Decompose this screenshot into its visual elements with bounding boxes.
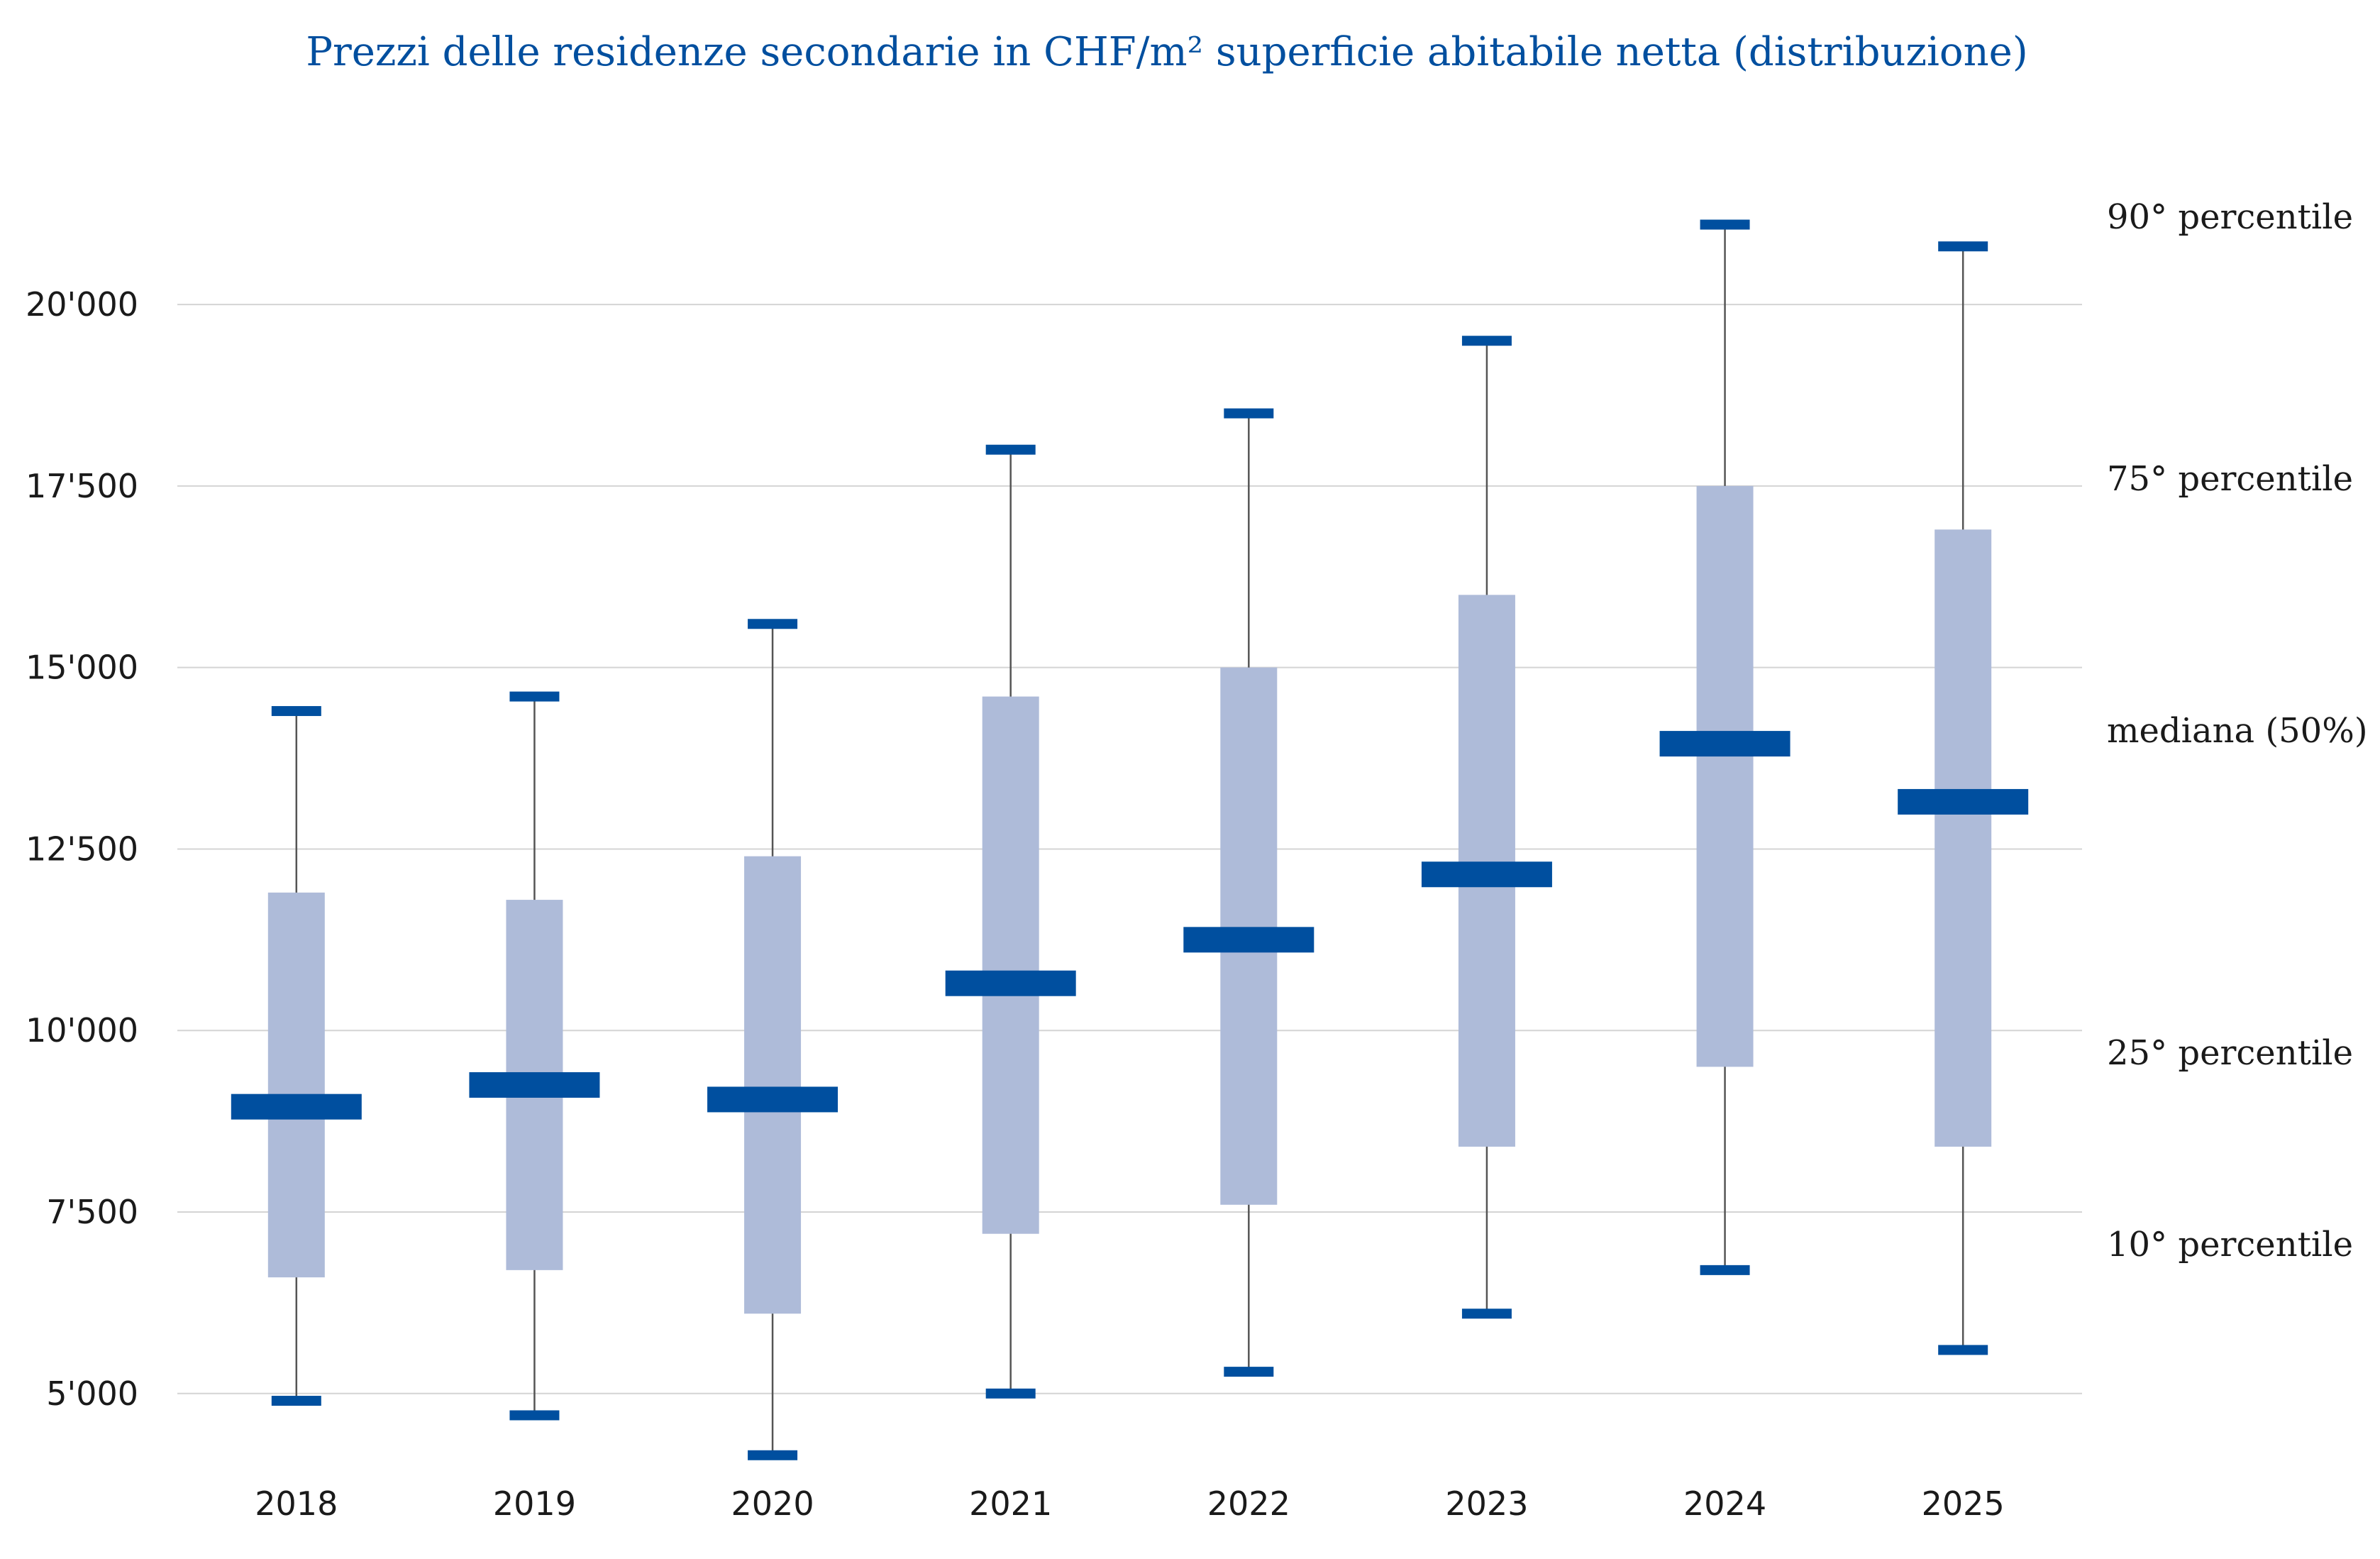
box-group (1421, 336, 1552, 1319)
y-tick-label: 10'000 (26, 1011, 138, 1050)
p90-cap (748, 619, 798, 629)
y-tick-label: 12'500 (26, 830, 138, 868)
median-bar (945, 970, 1076, 996)
p90-cap (509, 691, 560, 702)
y-tick-label: 17'500 (26, 467, 138, 505)
iqr-box (982, 696, 1039, 1234)
p10-cap (1461, 1309, 1512, 1319)
box-group (707, 619, 838, 1460)
median-bar (1659, 731, 1790, 757)
x-axis-ticks: 2018 2019 2020 2021 2022 2023 2024 2025 (255, 1484, 2004, 1523)
iqr-box (1935, 529, 1992, 1147)
box-group (231, 706, 362, 1406)
percentile-legend: 90° percentile 75° percentile mediana (5… (2107, 197, 2368, 1265)
median-bar (231, 1093, 362, 1120)
median-bar (1898, 788, 2029, 815)
x-tick-label: 2024 (1683, 1484, 1766, 1523)
p90-cap (1461, 336, 1512, 346)
iqr-box (1696, 485, 1754, 1067)
box-group (469, 691, 600, 1421)
p90-cap (1938, 241, 1988, 252)
x-tick-label: 2019 (493, 1484, 576, 1523)
x-tick-label: 2021 (969, 1484, 1052, 1523)
p90-cap (271, 706, 321, 717)
legend-median-label: mediana (50%) (2107, 711, 2368, 751)
x-tick-label: 2025 (1922, 1484, 2005, 1523)
boxes (231, 219, 2029, 1460)
median-bar (469, 1072, 600, 1098)
y-tick-label: 15'000 (26, 649, 138, 687)
box-group (1183, 408, 1314, 1377)
median-bar (707, 1086, 838, 1113)
median-bar (1421, 861, 1552, 888)
legend-p90-label: 90° percentile (2107, 197, 2353, 237)
p10-cap (1938, 1345, 1988, 1355)
x-tick-label: 2023 (1445, 1484, 1528, 1523)
x-tick-label: 2022 (1207, 1484, 1290, 1523)
y-axis-ticks: 2'5005'0007'50010'00012'50015'00017'5002… (26, 285, 138, 1559)
p90-cap (985, 444, 1036, 455)
y-tick-label: 5'000 (46, 1375, 138, 1413)
iqr-box (267, 892, 325, 1278)
legend-p10-label: 10° percentile (2107, 1225, 2353, 1265)
x-tick-label: 2020 (731, 1484, 814, 1523)
p10-cap (748, 1450, 798, 1460)
p10-cap (271, 1396, 321, 1406)
box-group (1898, 241, 2029, 1355)
p10-cap (985, 1388, 1036, 1399)
p10-cap (509, 1410, 560, 1421)
x-tick-label: 2018 (255, 1484, 338, 1523)
legend-p25-label: 25° percentile (2107, 1033, 2353, 1073)
p90-cap (1700, 219, 1750, 230)
y-tick-label: 7'500 (46, 1193, 138, 1231)
gridlines (177, 304, 2082, 1394)
p10-cap (1700, 1265, 1750, 1275)
p10-cap (1224, 1367, 1274, 1377)
median-bar (1183, 927, 1314, 953)
chart-title: Prezzi delle residenze secondarie in CHF… (306, 29, 2027, 75)
iqr-box (744, 856, 802, 1314)
legend-p75-label: 75° percentile (2107, 459, 2353, 499)
box-group (1659, 219, 1790, 1275)
box-group (945, 444, 1076, 1399)
p90-cap (1224, 408, 1274, 419)
y-tick-label: 20'000 (26, 285, 138, 324)
